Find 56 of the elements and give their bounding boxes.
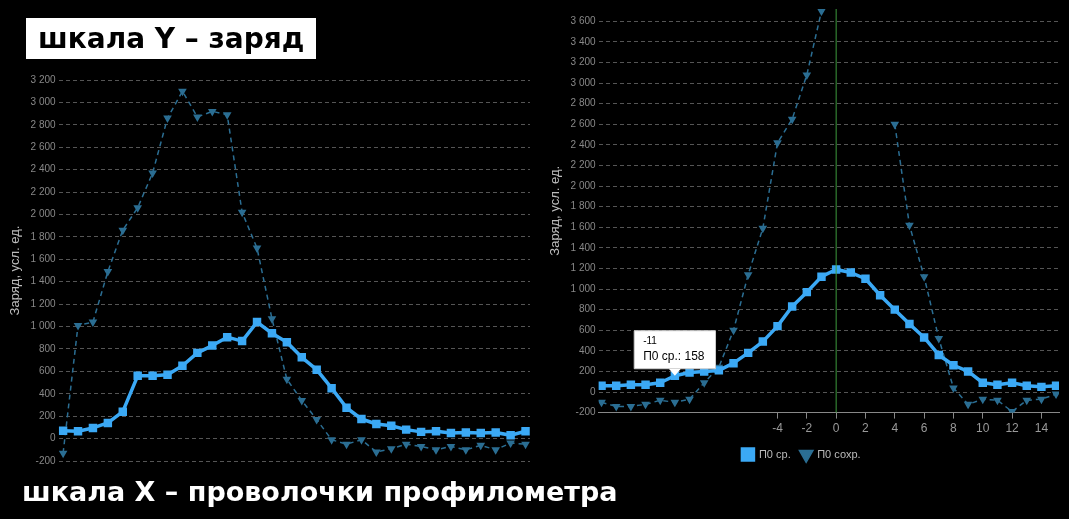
- annotation: -11: [643, 335, 658, 347]
- y-tick-label: 2 600: [570, 118, 597, 130]
- y-tick-label: 1 400: [30, 275, 57, 287]
- y-tick-label: 3 400: [570, 35, 597, 47]
- y-tick-label: 1 600: [30, 253, 57, 265]
- y-axis-title: Заряд, усл. ед.: [547, 165, 563, 256]
- y-tick-label: 2 000: [570, 179, 597, 191]
- y-tick-label: 1 000: [30, 320, 57, 332]
- y-tick-label: 2 800: [570, 97, 597, 109]
- y-tick-label: -200: [575, 406, 597, 418]
- y-tick-label: 2 200: [570, 159, 597, 171]
- x-tick-label: -4: [772, 421, 784, 436]
- y-tick-label: 800: [38, 342, 57, 354]
- y-tick-label: 600: [38, 365, 57, 377]
- x-tick-label: -2: [801, 421, 813, 436]
- y-tick-label: 3 000: [30, 96, 57, 108]
- y-tick-label: 1 200: [570, 262, 597, 274]
- y-tick-label: 1 000: [570, 282, 597, 294]
- x-tick-label: 2: [862, 421, 870, 436]
- y-axis-title: Заряд, усл. ед.: [7, 225, 23, 316]
- annotation: П0 ср.: 158: [643, 349, 705, 364]
- y-tick-label: 1 800: [570, 200, 597, 212]
- text: шкала Y – заряд: [26, 18, 317, 59]
- y-tick-label: 200: [578, 365, 597, 377]
- y-tick-label: 3 600: [570, 15, 597, 27]
- legend-label: П0 ср.: [758, 447, 791, 460]
- text: шкала X – проволочки профилометра: [22, 476, 618, 507]
- y-tick-label: 0: [50, 432, 57, 444]
- y-tick-label: -200: [35, 454, 57, 466]
- y-tick-label: 1 400: [570, 241, 597, 253]
- y-tick-label: 2 800: [30, 118, 57, 130]
- y-tick-label: 3 200: [30, 73, 57, 85]
- y-tick-label: 800: [578, 303, 597, 315]
- x-tick-label: 6: [920, 421, 928, 436]
- x-tick-label: 4: [891, 421, 899, 436]
- x-tick-label: 8: [950, 421, 958, 436]
- y-tick-label: 1 200: [30, 297, 57, 309]
- y-tick-label: 2 000: [30, 208, 57, 220]
- y-tick-label: 1 600: [570, 221, 597, 233]
- y-tick-label: 2 200: [30, 185, 57, 197]
- y-tick-label: 400: [578, 344, 597, 356]
- y-tick-label: 1 800: [30, 230, 57, 242]
- x-tick-label: 0: [832, 421, 840, 436]
- y-tick-label: 3 200: [570, 56, 597, 68]
- y-tick-label: 2 400: [30, 163, 57, 175]
- x-tick-label: 14: [1034, 421, 1049, 436]
- x-tick-label: 12: [1005, 421, 1020, 436]
- y-tick-label: 400: [38, 387, 57, 399]
- y-tick-label: 200: [38, 409, 57, 421]
- y-tick-label: 3 000: [570, 76, 597, 88]
- y-tick-label: 2 600: [30, 140, 57, 152]
- y-tick-label: 2 400: [570, 138, 597, 150]
- y-tick-label: 0: [590, 385, 597, 397]
- legend-label: П0 сохр.: [817, 447, 861, 460]
- x-tick-label: 10: [976, 421, 990, 436]
- y-tick-label: 600: [578, 323, 597, 335]
